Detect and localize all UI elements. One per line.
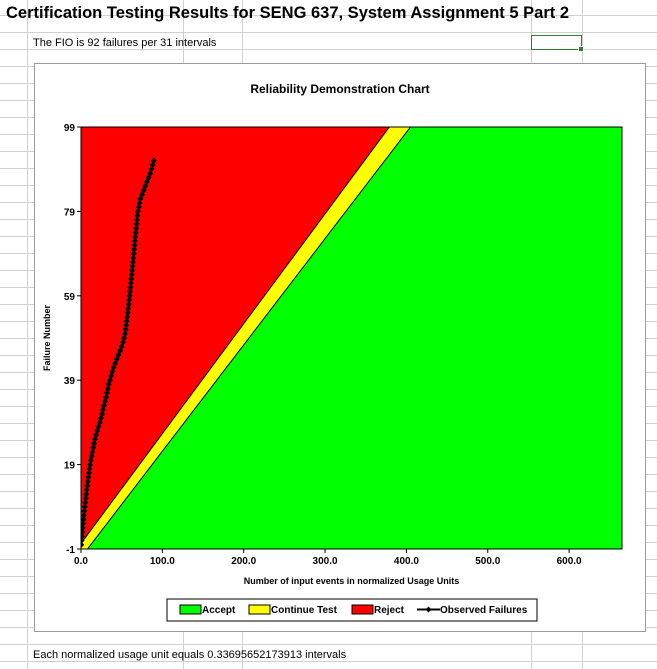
observed-failure-point [127,288,134,295]
observed-failure-point [123,322,130,329]
observed-failure-point [128,275,135,283]
observed-failure-point [81,528,86,536]
observed-failure-point [89,448,96,456]
observed-failure-point [123,317,130,325]
observed-failure-point [82,499,89,506]
y-tick-label: 39 [64,376,76,387]
x-tick-label: 200.0 [231,556,256,567]
selected-cell[interactable] [531,35,584,52]
observed-failure-point [145,174,152,181]
usage-unit-note: Each normalized usage unit equals 0.3369… [33,649,347,661]
observed-failure-point [129,263,136,270]
observed-failure-point [99,406,106,413]
legend-label: Reject [374,605,405,616]
observed-failure-point [125,301,132,308]
y-tick-label: 19 [64,461,76,472]
observed-failure-point [104,389,111,397]
accept-region [86,127,622,549]
observed-failure-point [121,334,128,342]
sheet-title: Certification Testing Results for SENG 6… [6,4,569,22]
observed-failure-point [81,512,87,519]
observed-failure-point [90,444,97,451]
observed-failure-point [130,250,137,257]
observed-failure-point [127,284,134,291]
observed-failure-point [133,220,140,228]
observed-failure-point [91,440,98,447]
legend: Accept Continue Test Reject Observed Failur… [166,598,538,622]
observed-failure-point [131,246,138,253]
legend-label: Observed Failures [440,605,528,616]
observed-failure-point [127,279,134,287]
observed-failure-point [99,410,106,418]
reject-region [81,127,390,549]
observed-failure-point [104,385,111,392]
observed-failure-point [124,313,131,321]
legend-swatch [351,604,374,615]
observed-failure-point [121,330,128,337]
observed-failure-point [126,296,133,304]
x-tick-label: 500.0 [475,556,500,567]
y-tick-label: 79 [64,207,76,218]
observed-failure-point [84,482,91,489]
observed-failure-point [81,520,87,527]
y-tick-label: -1 [66,545,75,556]
y-tick-label: 59 [64,292,76,303]
observed-failure-point [131,241,138,249]
x-axis-label: Number of input events in normalized Usa… [244,576,460,586]
observed-failure-point [124,309,131,316]
observed-failure-point [81,503,88,510]
observed-failure-point [87,457,94,464]
legend-label: Accept [202,605,236,616]
observed-failure-point [103,393,110,401]
observed-failure-point [83,490,90,498]
plot-area [81,127,622,549]
plot-border [80,126,623,550]
observed-failure-point [125,305,132,312]
x-tick-label: 600.0 [557,556,582,567]
legend-label: Continue Test [271,605,338,616]
observed-failure-point [128,271,135,278]
observed-failure-point [81,524,86,532]
observed-failure-point [87,461,94,468]
chart-container[interactable]: Reliability Demonstration Chart -1 19 39 59 7… [34,63,646,632]
observed-failure-point [133,216,140,224]
x-tick-label: 0.0 [74,556,88,567]
x-tick-label: 300.0 [313,556,338,567]
observed-failure-point [91,436,98,443]
y-tick-label: 99 [64,123,76,134]
chart-title: Reliability Demonstration Chart [250,82,429,96]
observed-failure-point [86,465,93,473]
observed-failure-point [126,292,133,299]
observed-failure-point [84,478,91,485]
observed-failure-point [129,258,136,266]
y-axis-label: Failure Number [42,304,52,371]
observed-failure-point [134,212,141,219]
observed-failure-point [83,486,90,494]
observed-failure-point [85,469,92,477]
observed-failure-point [130,254,137,262]
observed-failure-point [133,225,140,232]
legend-swatch [248,604,271,615]
x-tick-label: 100.0 [150,556,175,567]
observed-failure-point [129,267,136,274]
observed-failure-point [136,199,143,207]
observed-failure-point [134,208,141,215]
observed-failure-point [85,474,92,481]
observed-failure-point [88,452,95,460]
observed-failure-point [132,233,139,240]
observed-failure-point [132,229,139,236]
reliability-demonstration-chart: Reliability Demonstration Chart -1 19 39 59 7… [42,82,623,622]
observed-failure-point [82,495,89,502]
fio-note: The FIO is 92 failures per 31 intervals [33,37,217,49]
x-tick-label: 400.0 [394,556,419,567]
legend-swatch [179,604,202,615]
legend-marker [425,606,432,613]
observed-failure-point [81,507,88,515]
observed-failure-point [131,237,138,245]
observed-failure-point [122,326,129,333]
observed-failure-point [135,203,142,211]
observed-failure-point [81,516,87,523]
observed-failure-point [150,157,157,164]
fill-handle[interactable] [578,46,584,52]
